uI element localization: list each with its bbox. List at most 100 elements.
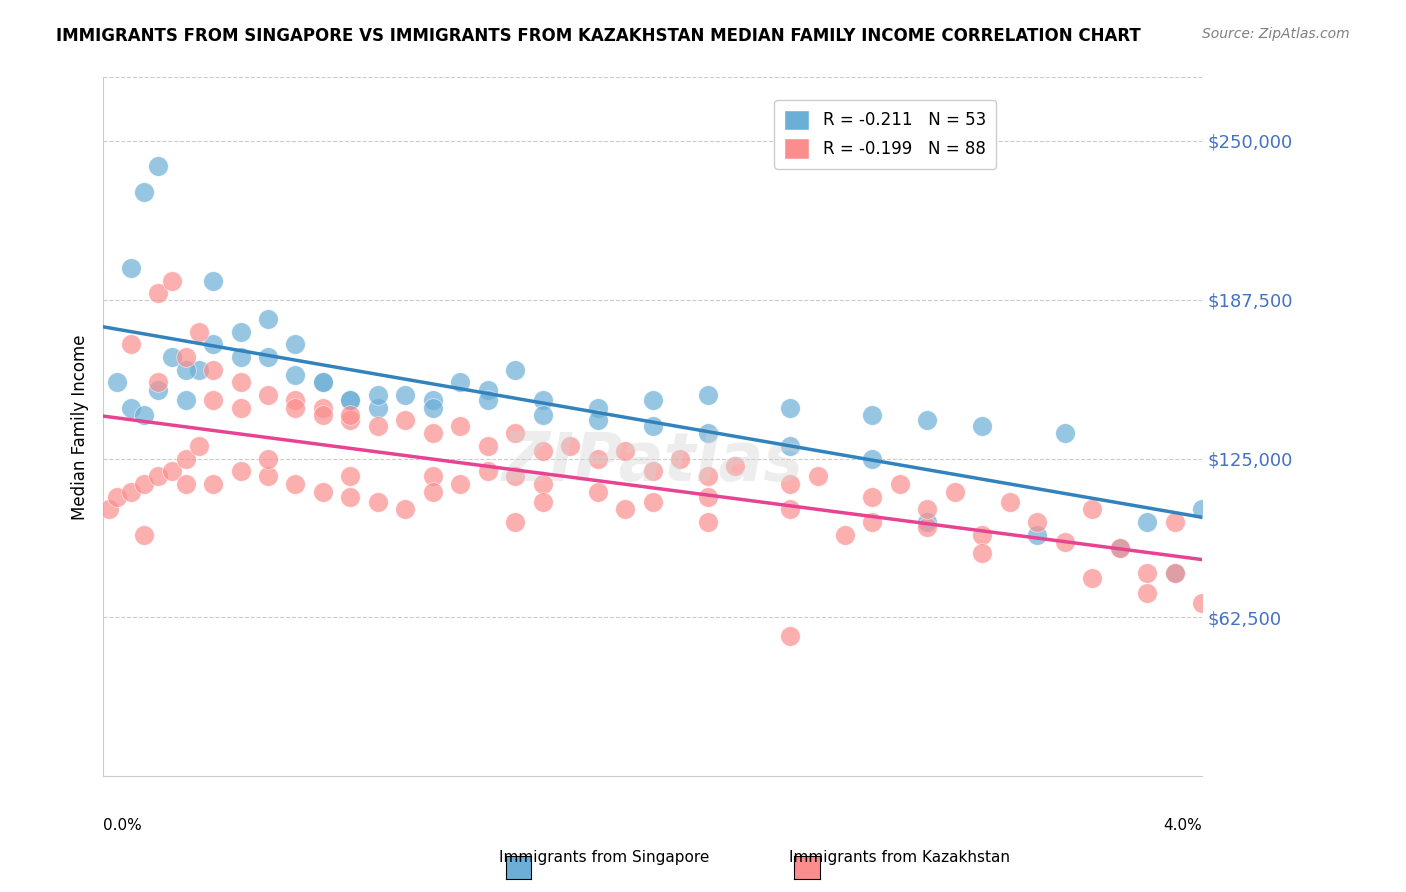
Point [174, 477, 197, 491]
Point [422, 401, 444, 415]
Text: 0.0%: 0.0% [103, 818, 142, 833]
Point [449, 418, 471, 433]
Point [257, 451, 280, 466]
Point [1136, 515, 1159, 529]
Point [284, 337, 307, 351]
Point [134, 477, 156, 491]
Point [120, 484, 142, 499]
Point [367, 388, 389, 402]
Point [779, 629, 801, 643]
Point [998, 495, 1021, 509]
Point [834, 528, 856, 542]
Text: 4.0%: 4.0% [1164, 818, 1202, 833]
Point [641, 393, 664, 408]
Point [146, 469, 169, 483]
Point [160, 464, 183, 478]
Point [174, 362, 197, 376]
Point [229, 464, 252, 478]
Point [312, 376, 335, 390]
Point [257, 388, 280, 402]
Point [477, 439, 499, 453]
Point [696, 426, 718, 441]
Point [586, 401, 609, 415]
Point [146, 376, 169, 390]
Point [641, 495, 664, 509]
Point [312, 376, 335, 390]
Point [696, 515, 718, 529]
Point [202, 477, 225, 491]
Point [1026, 515, 1049, 529]
Point [134, 528, 156, 542]
Point [188, 439, 211, 453]
Point [312, 409, 335, 423]
Point [449, 477, 471, 491]
Point [477, 464, 499, 478]
Point [531, 495, 554, 509]
Point [367, 418, 389, 433]
Point [972, 545, 994, 559]
Point [105, 490, 128, 504]
Point [284, 368, 307, 382]
Text: Immigrants from Singapore: Immigrants from Singapore [499, 850, 710, 865]
Point [105, 376, 128, 390]
Point [284, 393, 307, 408]
Point [1081, 571, 1104, 585]
Point [862, 515, 884, 529]
Point [120, 401, 142, 415]
Point [1191, 596, 1213, 610]
Point [862, 451, 884, 466]
Point [806, 469, 828, 483]
Text: Immigrants from Kazakhstan: Immigrants from Kazakhstan [789, 850, 1011, 865]
Point [174, 393, 197, 408]
Text: ZIPatlas: ZIPatlas [502, 429, 804, 495]
Point [1081, 502, 1104, 516]
Point [560, 439, 582, 453]
Point [917, 520, 939, 534]
Point [160, 274, 183, 288]
Point [284, 477, 307, 491]
Point [696, 469, 718, 483]
Point [134, 185, 156, 199]
Point [202, 337, 225, 351]
Point [531, 409, 554, 423]
Text: IMMIGRANTS FROM SINGAPORE VS IMMIGRANTS FROM KAZAKHSTAN MEDIAN FAMILY INCOME COR: IMMIGRANTS FROM SINGAPORE VS IMMIGRANTS … [56, 27, 1142, 45]
Point [862, 409, 884, 423]
Legend: R = -0.211   N = 53, R = -0.199   N = 88: R = -0.211 N = 53, R = -0.199 N = 88 [775, 100, 995, 169]
Point [1136, 566, 1159, 580]
Point [641, 464, 664, 478]
Point [779, 502, 801, 516]
Point [120, 337, 142, 351]
Point [531, 477, 554, 491]
Point [202, 362, 225, 376]
Point [367, 401, 389, 415]
Point [146, 383, 169, 397]
Point [531, 393, 554, 408]
Y-axis label: Median Family Income: Median Family Income [72, 334, 89, 519]
Text: Source: ZipAtlas.com: Source: ZipAtlas.com [1202, 27, 1350, 41]
Point [779, 477, 801, 491]
Point [394, 502, 416, 516]
Point [229, 401, 252, 415]
Point [160, 350, 183, 364]
Point [229, 325, 252, 339]
Point [1164, 515, 1187, 529]
Point [257, 469, 280, 483]
Point [586, 413, 609, 427]
Point [422, 469, 444, 483]
Point [614, 444, 637, 458]
Point [229, 376, 252, 390]
Point [422, 426, 444, 441]
Point [696, 490, 718, 504]
Point [503, 515, 526, 529]
Point [339, 490, 361, 504]
Point [146, 286, 169, 301]
Point [1108, 541, 1130, 555]
Point [1164, 566, 1187, 580]
Point [1053, 535, 1076, 549]
Point [531, 444, 554, 458]
Point [917, 502, 939, 516]
Point [422, 484, 444, 499]
Point [312, 401, 335, 415]
Point [202, 274, 225, 288]
Point [188, 325, 211, 339]
